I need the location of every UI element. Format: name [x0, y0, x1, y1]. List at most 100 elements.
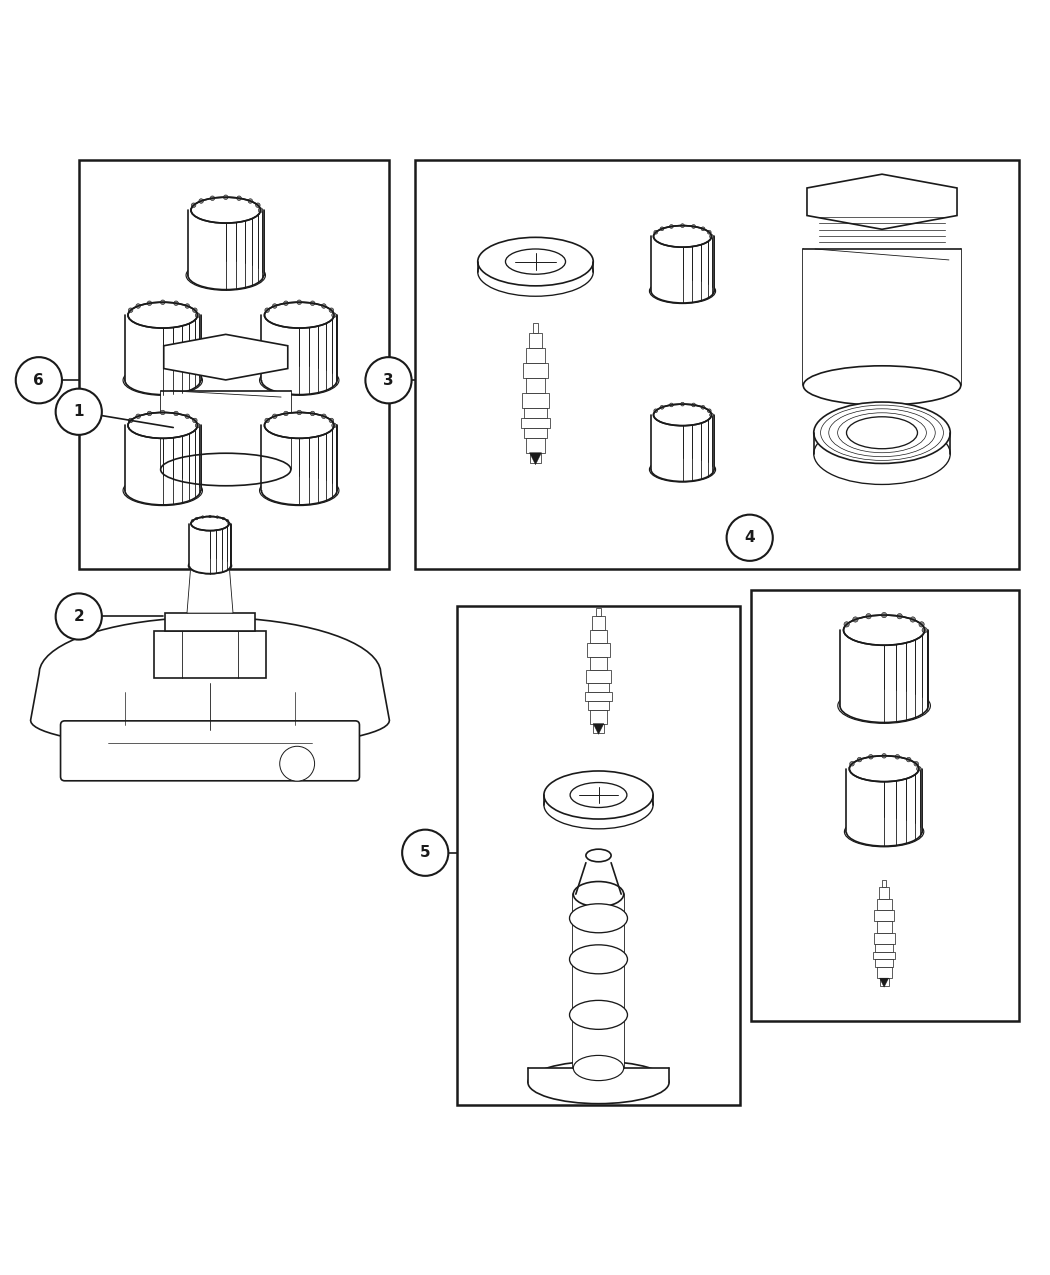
Polygon shape — [532, 323, 539, 333]
Ellipse shape — [573, 1056, 624, 1081]
Circle shape — [237, 196, 242, 200]
Circle shape — [329, 418, 334, 423]
Circle shape — [311, 301, 315, 306]
Circle shape — [868, 755, 873, 759]
Polygon shape — [840, 630, 928, 706]
Ellipse shape — [849, 756, 919, 782]
Polygon shape — [521, 418, 550, 427]
Ellipse shape — [840, 688, 928, 723]
Polygon shape — [651, 414, 714, 469]
Circle shape — [329, 309, 334, 312]
Polygon shape — [125, 315, 201, 380]
Circle shape — [272, 414, 277, 418]
Circle shape — [174, 412, 179, 416]
FancyBboxPatch shape — [61, 720, 359, 780]
Polygon shape — [523, 363, 548, 377]
Ellipse shape — [844, 817, 924, 847]
Circle shape — [195, 423, 200, 427]
Ellipse shape — [123, 365, 203, 395]
Polygon shape — [125, 426, 201, 491]
Ellipse shape — [261, 366, 337, 395]
Circle shape — [128, 418, 133, 423]
Circle shape — [881, 612, 887, 617]
Polygon shape — [590, 630, 607, 644]
Circle shape — [198, 199, 204, 203]
Circle shape — [853, 617, 858, 622]
Circle shape — [917, 766, 921, 771]
Polygon shape — [807, 175, 957, 230]
Circle shape — [216, 516, 218, 518]
Polygon shape — [164, 334, 288, 380]
Polygon shape — [877, 922, 891, 933]
Bar — [79, 159, 388, 569]
Ellipse shape — [123, 476, 203, 506]
Polygon shape — [877, 899, 891, 910]
Circle shape — [255, 203, 260, 208]
Circle shape — [654, 231, 657, 235]
Circle shape — [192, 309, 197, 312]
Polygon shape — [874, 933, 895, 944]
Ellipse shape — [191, 198, 260, 223]
Circle shape — [670, 403, 673, 407]
Polygon shape — [522, 393, 549, 408]
Circle shape — [332, 423, 336, 427]
Ellipse shape — [265, 413, 334, 439]
Polygon shape — [651, 236, 714, 291]
Ellipse shape — [651, 458, 714, 482]
Bar — [751, 590, 1018, 1021]
Circle shape — [332, 312, 336, 317]
Text: 6: 6 — [34, 372, 44, 388]
Polygon shape — [188, 566, 232, 612]
Text: 5: 5 — [420, 845, 430, 861]
Circle shape — [866, 613, 872, 618]
Polygon shape — [588, 683, 609, 692]
Circle shape — [660, 227, 664, 231]
Circle shape — [914, 761, 919, 766]
Polygon shape — [261, 426, 337, 491]
Circle shape — [265, 309, 270, 312]
Circle shape — [185, 303, 190, 309]
Polygon shape — [585, 692, 612, 701]
Ellipse shape — [814, 423, 950, 484]
Ellipse shape — [259, 476, 339, 506]
Polygon shape — [875, 910, 894, 922]
Circle shape — [692, 224, 695, 228]
Polygon shape — [524, 408, 547, 418]
Bar — [457, 606, 740, 1104]
Circle shape — [402, 830, 448, 876]
Circle shape — [279, 746, 315, 782]
Circle shape — [365, 357, 412, 403]
Polygon shape — [189, 524, 231, 566]
Ellipse shape — [569, 904, 628, 933]
Circle shape — [248, 199, 253, 203]
Circle shape — [670, 224, 673, 228]
Polygon shape — [803, 249, 961, 385]
Ellipse shape — [128, 413, 197, 439]
Polygon shape — [526, 437, 546, 453]
Ellipse shape — [261, 476, 337, 505]
Circle shape — [284, 412, 288, 416]
Circle shape — [844, 622, 849, 627]
Polygon shape — [528, 333, 543, 348]
Circle shape — [701, 405, 705, 409]
Ellipse shape — [161, 453, 291, 486]
Polygon shape — [529, 453, 542, 463]
Circle shape — [228, 523, 230, 525]
Bar — [415, 159, 1018, 569]
Ellipse shape — [125, 366, 201, 395]
Polygon shape — [165, 612, 255, 631]
Polygon shape — [587, 644, 610, 657]
Polygon shape — [188, 210, 264, 275]
Ellipse shape — [653, 404, 712, 426]
Polygon shape — [880, 978, 888, 986]
Ellipse shape — [505, 249, 566, 274]
Circle shape — [161, 300, 165, 305]
Polygon shape — [590, 657, 607, 671]
Polygon shape — [879, 887, 889, 899]
Polygon shape — [528, 1068, 669, 1082]
Circle shape — [223, 518, 225, 520]
Ellipse shape — [803, 366, 961, 405]
Circle shape — [56, 389, 102, 435]
Circle shape — [56, 593, 102, 640]
Polygon shape — [873, 951, 896, 959]
